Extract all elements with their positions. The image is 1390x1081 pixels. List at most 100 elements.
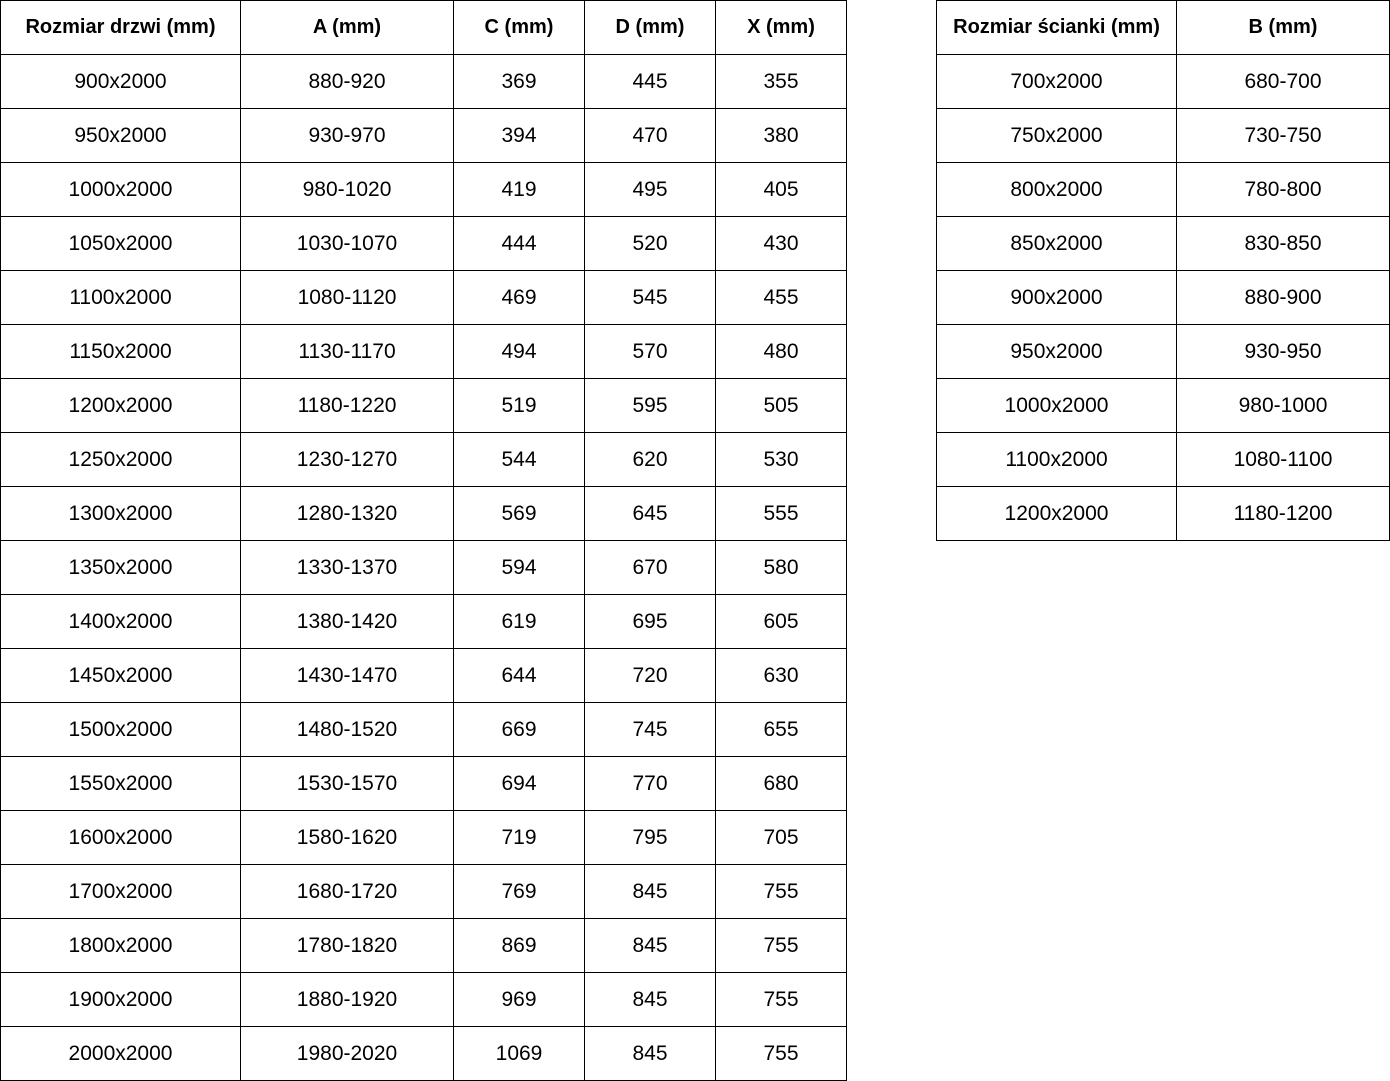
- table-cell: 519: [453, 378, 585, 433]
- table-cell: 1069: [453, 1026, 585, 1081]
- table-cell: 545: [584, 270, 716, 325]
- table-row: 1550x2000 1530-1570 694 770 680: [0, 756, 847, 811]
- table-row: 1200x2000 1180-1220 519 595 505: [0, 378, 847, 433]
- table-cell: 1000x2000: [936, 378, 1177, 433]
- table-cell: 505: [715, 378, 847, 433]
- table-cell: 930-950: [1176, 324, 1390, 379]
- table-cell: 1550x2000: [0, 756, 241, 811]
- table-cell: 845: [584, 918, 716, 973]
- table-cell: 670: [584, 540, 716, 595]
- table-row: 1900x2000 1880-1920 969 845 755: [0, 972, 847, 1027]
- table-cell: 455: [715, 270, 847, 325]
- table-cell: 880-920: [240, 54, 454, 109]
- table-cell: 469: [453, 270, 585, 325]
- table-cell: 595: [584, 378, 716, 433]
- table-cell: 620: [584, 432, 716, 487]
- wall-size-table: Rozmiar ścianki (mm) B (mm) 700x2000 680-7…: [936, 0, 1390, 541]
- table-cell: 830-850: [1176, 216, 1390, 271]
- table-cell: 1380-1420: [240, 594, 454, 649]
- table-cell: 445: [584, 54, 716, 109]
- table-cell: 1450x2000: [0, 648, 241, 703]
- table-cell: 694: [453, 756, 585, 811]
- table-cell: 555: [715, 486, 847, 541]
- table-cell: 755: [715, 918, 847, 973]
- table-row: 1450x2000 1430-1470 644 720 630: [0, 648, 847, 703]
- table-cell: 1780-1820: [240, 918, 454, 973]
- table-row: 1150x2000 1130-1170 494 570 480: [0, 324, 847, 379]
- table-cell: 530: [715, 432, 847, 487]
- column-header: D (mm): [584, 0, 716, 55]
- table-row: 700x2000 680-700: [936, 54, 1390, 109]
- table-cell: 845: [584, 1026, 716, 1081]
- table-row: 1100x2000 1080-1120 469 545 455: [0, 270, 847, 325]
- table-cell: 770: [584, 756, 716, 811]
- table-cell: 1530-1570: [240, 756, 454, 811]
- table-cell: 680-700: [1176, 54, 1390, 109]
- table-row: 1000x2000 980-1000: [936, 378, 1390, 433]
- table-cell: 1130-1170: [240, 324, 454, 379]
- table-cell: 419: [453, 162, 585, 217]
- column-header: Rozmiar drzwi (mm): [0, 0, 241, 55]
- table-cell: 755: [715, 972, 847, 1027]
- table-cell: 980-1020: [240, 162, 454, 217]
- table-cell: 1330-1370: [240, 540, 454, 595]
- table-cell: 355: [715, 54, 847, 109]
- table-cell: 470: [584, 108, 716, 163]
- table-cell: 605: [715, 594, 847, 649]
- table-cell: 655: [715, 702, 847, 757]
- table-cell: 1080-1120: [240, 270, 454, 325]
- table-cell: 700x2000: [936, 54, 1177, 109]
- table-row: 850x2000 830-850: [936, 216, 1390, 271]
- table-cell: 1500x2000: [0, 702, 241, 757]
- table-row: 1100x2000 1080-1100: [936, 432, 1390, 487]
- table-cell: 1100x2000: [0, 270, 241, 325]
- table-cell: 1800x2000: [0, 918, 241, 973]
- table-cell: 1400x2000: [0, 594, 241, 649]
- table-row: 1350x2000 1330-1370 594 670 580: [0, 540, 847, 595]
- table-cell: 780-800: [1176, 162, 1390, 217]
- table-cell: 644: [453, 648, 585, 703]
- table-row: 1050x2000 1030-1070 444 520 430: [0, 216, 847, 271]
- table-cell: 2000x2000: [0, 1026, 241, 1081]
- table-cell: 1200x2000: [0, 378, 241, 433]
- table-cell: 1180-1200: [1176, 486, 1390, 541]
- table-cell: 730-750: [1176, 108, 1390, 163]
- table-cell: 444: [453, 216, 585, 271]
- table-row: 1300x2000 1280-1320 569 645 555: [0, 486, 847, 541]
- table-cell: 619: [453, 594, 585, 649]
- table-cell: 1030-1070: [240, 216, 454, 271]
- table-cell: 755: [715, 864, 847, 919]
- table-cell: 1250x2000: [0, 432, 241, 487]
- table-cell: 1150x2000: [0, 324, 241, 379]
- table-cell: 669: [453, 702, 585, 757]
- table-cell: 1600x2000: [0, 810, 241, 865]
- table-cell: 900x2000: [936, 270, 1177, 325]
- table-cell: 930-970: [240, 108, 454, 163]
- table-cell: 495: [584, 162, 716, 217]
- table-cell: 869: [453, 918, 585, 973]
- table-cell: 394: [453, 108, 585, 163]
- table-cell: 1980-2020: [240, 1026, 454, 1081]
- table-cell: 580: [715, 540, 847, 595]
- table-cell: 570: [584, 324, 716, 379]
- table-row: 2000x2000 1980-2020 1069 845 755: [0, 1026, 847, 1081]
- table-cell: 1180-1220: [240, 378, 454, 433]
- table-cell: 1080-1100: [1176, 432, 1390, 487]
- table-cell: 880-900: [1176, 270, 1390, 325]
- table-cell: 1000x2000: [0, 162, 241, 217]
- table-header-row: Rozmiar drzwi (mm) A (mm) C (mm) D (mm) X (m…: [0, 0, 847, 55]
- table-row: 1200x2000 1180-1200: [936, 486, 1390, 541]
- table-cell: 755: [715, 1026, 847, 1081]
- table-row: 900x2000 880-920 369 445 355: [0, 54, 847, 109]
- table-cell: 769: [453, 864, 585, 919]
- table-cell: 705: [715, 810, 847, 865]
- column-header: Rozmiar ścianki (mm): [936, 0, 1177, 55]
- table-cell: 845: [584, 972, 716, 1027]
- table-cell: 980-1000: [1176, 378, 1390, 433]
- column-header: A (mm): [240, 0, 454, 55]
- table-cell: 1300x2000: [0, 486, 241, 541]
- door-size-table: Rozmiar drzwi (mm) A (mm) C (mm) D (mm) X (m…: [0, 0, 847, 1081]
- table-cell: 1900x2000: [0, 972, 241, 1027]
- table-row: 900x2000 880-900: [936, 270, 1390, 325]
- table-cell: 1050x2000: [0, 216, 241, 271]
